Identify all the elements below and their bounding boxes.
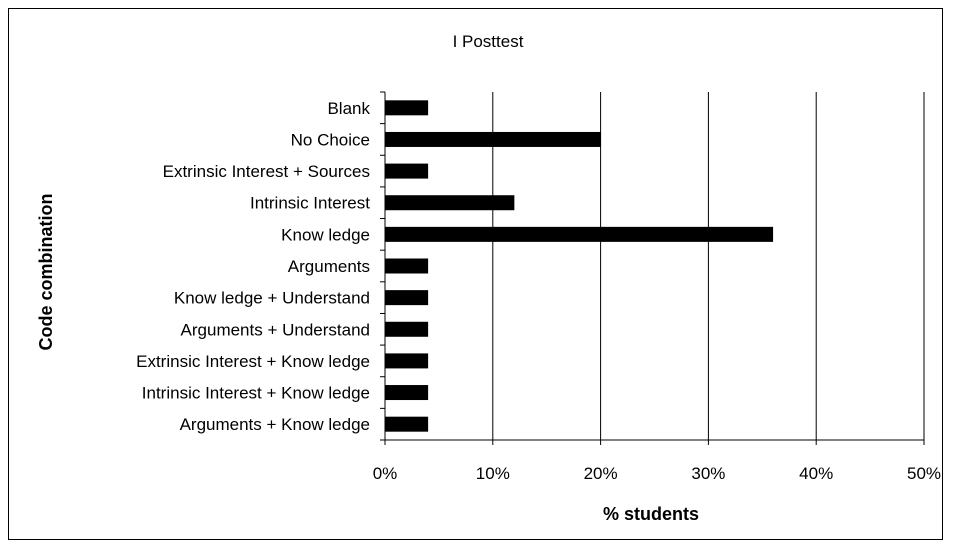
x-axis-title: % students bbox=[603, 504, 699, 524]
category-label: Know ledge + Understand bbox=[174, 289, 370, 308]
category-label: Arguments + Know ledge bbox=[180, 415, 370, 434]
x-tick-labels: 0% 10% 20% 30% 40% 50% bbox=[373, 464, 941, 483]
x-tick-label: 0% bbox=[373, 464, 398, 483]
bar bbox=[385, 163, 429, 179]
x-tick-label: 50% bbox=[907, 464, 941, 483]
bar bbox=[385, 321, 429, 337]
category-label: No Choice bbox=[291, 130, 370, 149]
category-labels: Blank No Choice Extrinsic Interest + Sourc… bbox=[136, 99, 370, 434]
x-tick-label: 10% bbox=[476, 464, 510, 483]
category-label: Intrinsic Interest bbox=[250, 194, 370, 213]
category-label: Arguments bbox=[288, 257, 370, 276]
bar bbox=[385, 258, 429, 274]
bars bbox=[385, 100, 774, 432]
bar bbox=[385, 195, 515, 211]
category-label: Intrinsic Interest + Know ledge bbox=[142, 384, 370, 403]
gridlines bbox=[492, 92, 925, 440]
category-label: Blank bbox=[327, 99, 370, 118]
bar bbox=[385, 131, 601, 147]
chart-title: I Posttest bbox=[453, 32, 524, 51]
category-label: Extrinsic Interest + Sources bbox=[163, 162, 370, 181]
category-label: Extrinsic Interest + Know ledge bbox=[136, 352, 370, 371]
x-tick-label: 30% bbox=[691, 464, 725, 483]
bar bbox=[385, 100, 429, 116]
category-label: Arguments + Understand bbox=[181, 320, 370, 339]
bar bbox=[385, 385, 429, 401]
bar bbox=[385, 226, 774, 242]
bar bbox=[385, 353, 429, 369]
chart-frame bbox=[8, 8, 943, 540]
y-axis-title: Code combination bbox=[36, 194, 56, 351]
bar bbox=[385, 416, 429, 432]
x-tick-label: 20% bbox=[584, 464, 618, 483]
bar bbox=[385, 290, 429, 306]
category-label: Know ledge bbox=[281, 225, 370, 244]
x-tick-label: 40% bbox=[799, 464, 833, 483]
